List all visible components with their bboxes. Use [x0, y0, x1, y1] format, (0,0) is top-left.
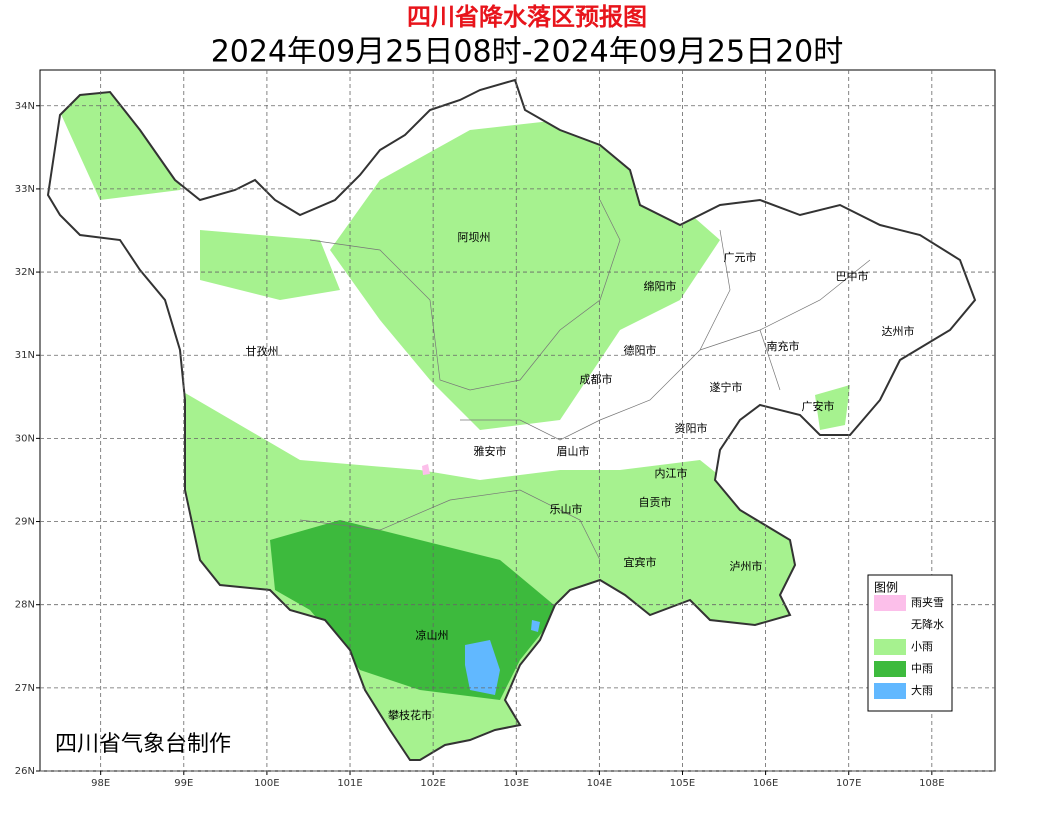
city-label: 内江市	[655, 466, 688, 480]
x-tick-label: 100E	[254, 778, 279, 789]
legend-title: 图例	[874, 581, 898, 595]
city-label: 雅安市	[474, 444, 507, 458]
city-label: 南充市	[767, 339, 800, 353]
legend-label: 小雨	[911, 640, 933, 653]
x-tick-label: 99E	[174, 778, 193, 789]
city-label: 广元市	[724, 250, 757, 264]
axes: 98E 99E 100E 101E 102E 103E 104E 105E 106E 107E 10…	[15, 70, 995, 789]
y-tick-label: 29N	[15, 517, 35, 528]
y-tick-label: 31N	[15, 350, 35, 361]
x-tick-label: 102E	[420, 778, 445, 789]
border	[309, 199, 621, 391]
city-label: 泸州市	[730, 559, 763, 573]
legend-swatch	[874, 683, 906, 699]
x-tick-label: 103E	[504, 778, 529, 789]
x-tick-label: 108E	[919, 778, 944, 789]
city-label: 攀枝花市	[388, 708, 432, 722]
city-label: 绵阳市	[644, 279, 677, 293]
city-label: 德阳市	[624, 343, 657, 357]
legend-swatch	[874, 617, 906, 633]
prefecture-borders	[299, 199, 871, 561]
y-tick-label: 34N	[15, 101, 35, 112]
y-tick-label: 27N	[15, 683, 35, 694]
city-label: 资阳市	[675, 421, 708, 435]
city-label: 遂宁市	[710, 380, 743, 394]
y-tick-label: 30N	[15, 433, 35, 444]
y-tick-label: 32N	[15, 267, 35, 278]
city-label: 甘孜州	[246, 344, 279, 358]
legend-label: 大雨	[911, 683, 933, 697]
legend-swatch	[874, 639, 906, 655]
x-tick-label: 105E	[670, 778, 695, 789]
y-tick-label: 26N	[15, 766, 35, 777]
y-tick-label: 33N	[15, 184, 35, 195]
border	[299, 489, 601, 561]
city-label: 自贡市	[639, 495, 672, 509]
city-label: 成都市	[580, 372, 613, 386]
border	[699, 259, 871, 391]
legend-label: 无降水	[911, 617, 944, 631]
city-label: 眉山市	[557, 444, 590, 458]
sleet-area	[422, 464, 430, 475]
x-tick-label: 101E	[337, 778, 362, 789]
city-label: 广安市	[802, 399, 835, 413]
x-tick-label: 98E	[91, 778, 110, 789]
title: 四川省降水落区预报图	[407, 3, 647, 31]
light-rain-area	[50, 90, 850, 430]
city-label: 达州市	[882, 324, 915, 338]
legend-label: 中雨	[911, 662, 933, 675]
city-label: 乐山市	[550, 502, 583, 516]
border	[460, 229, 731, 441]
city-label: 凉山州	[416, 628, 449, 642]
heavy-rain-area	[465, 620, 540, 695]
city-label: 巴中市	[836, 269, 869, 283]
x-tick-label: 104E	[587, 778, 612, 789]
credit: 四川省气象台制作	[55, 732, 231, 757]
legend-swatch	[874, 661, 906, 677]
x-tick-label: 106E	[753, 778, 778, 789]
city-label: 宜宾市	[624, 555, 657, 569]
y-tick-label: 28N	[15, 600, 35, 611]
legend-label: 雨夹雪	[911, 596, 944, 609]
city-label: 阿坝州	[458, 230, 491, 244]
legend-swatch	[874, 595, 906, 611]
subtitle: 2024年09月25日08时-2024年09月25日20时	[211, 35, 844, 70]
x-tick-label: 107E	[836, 778, 861, 789]
light-rain-area	[330, 120, 720, 430]
